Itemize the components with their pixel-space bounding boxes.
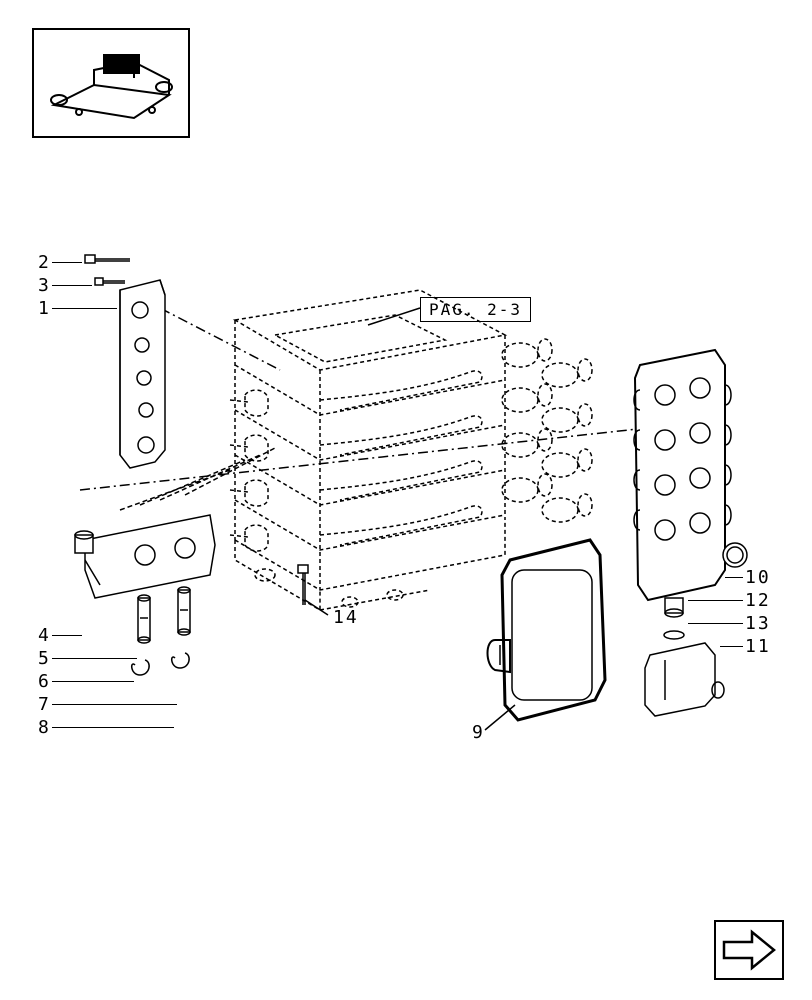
pin-5 [138,595,150,643]
pin-7 [178,587,190,635]
callout-8: 8 [38,717,51,738]
block-11 [645,643,724,716]
bolt-3 [95,278,125,285]
leader-10 [725,577,743,578]
callout-3: 3 [38,275,51,296]
bolt-2 [85,255,130,263]
leader-8 [52,727,174,728]
leader-12 [688,600,743,601]
callout-2: 2 [38,252,51,273]
cover-clip [488,540,606,720]
leader-5 [52,658,137,659]
leader-7 [52,704,177,705]
callout-4: 4 [38,625,51,646]
oring-13 [664,631,684,639]
callout-1: 1 [38,298,51,319]
main-diagram [0,0,812,1000]
callout-10: 10 [745,567,771,588]
clip-8 [172,653,189,668]
leader-1 [52,308,117,309]
callout-6: 6 [38,671,51,692]
callout-11: 11 [745,636,771,657]
linkage-bracket [75,448,275,598]
leader-2 [52,262,82,263]
next-page-arrow-icon[interactable] [714,920,784,980]
callout-7: 7 [38,694,51,715]
collector-panel [634,350,731,617]
leader-6 [52,681,134,682]
leader-13 [688,623,743,624]
callout-13: 13 [745,613,771,634]
callout-12: 12 [745,590,771,611]
leader-11 [720,646,743,647]
bracket-part [120,280,165,468]
leader-3 [52,285,92,286]
leader-4 [52,635,82,636]
callout-14: 14 [333,607,359,628]
callout-9: 9 [472,722,485,743]
callout-5: 5 [38,648,51,669]
clip-6 [132,660,149,675]
